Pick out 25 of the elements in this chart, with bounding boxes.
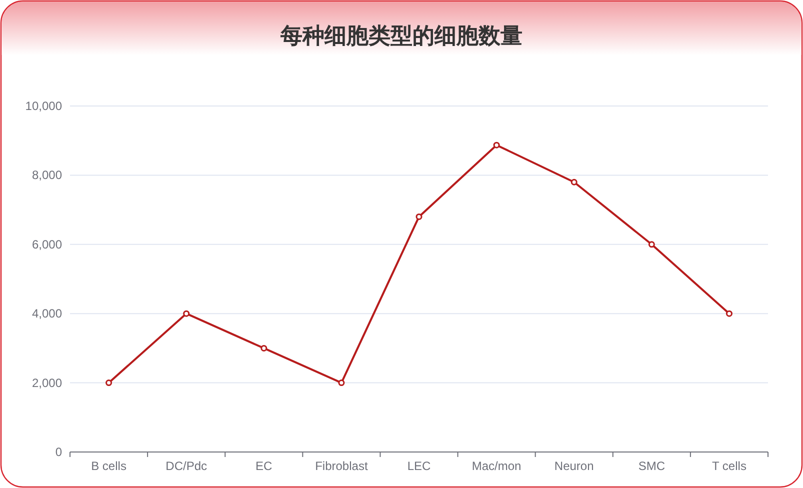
y-tick-label: 4,000 [32, 306, 62, 321]
x-tick-label: SMC [638, 459, 666, 473]
x-tick-label: B cells [91, 459, 126, 473]
x-tick-label: EC [256, 459, 273, 473]
point [726, 310, 732, 317]
point [648, 241, 655, 248]
x-tick-label: Mac/mon [472, 459, 522, 473]
y-tick-label: 6,000 [32, 237, 62, 252]
point [183, 310, 190, 317]
y-tick-label: 10,000 [25, 99, 62, 113]
point [416, 213, 422, 220]
point [260, 344, 268, 352]
point [106, 380, 112, 386]
y-tick-label: 2,000 [32, 376, 62, 390]
chart-title: 每种细胞类型的细胞数量 [280, 23, 522, 48]
point [570, 178, 578, 186]
y-tick-label: 8,000 [32, 168, 62, 182]
y-tick-label: 0 [55, 445, 62, 459]
x-tick-label: LEC [407, 459, 432, 473]
x-tick-label: Neuron [554, 459, 594, 473]
x-tick-label: T cells [712, 459, 746, 473]
point [493, 142, 500, 148]
x-tick-label: DC/Pdc [166, 459, 208, 473]
x-tick-label: Fibroblast [315, 459, 368, 473]
point [338, 380, 345, 386]
